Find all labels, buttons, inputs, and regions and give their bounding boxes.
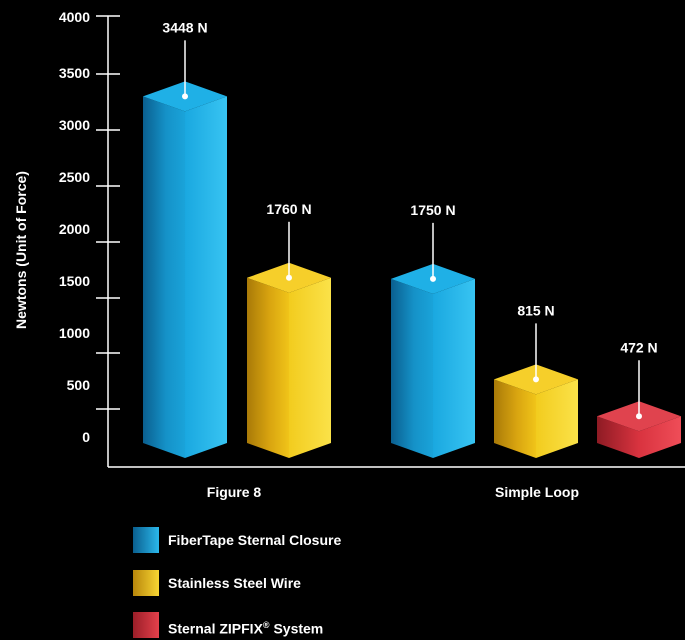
y-tick-label: 500 [67,377,91,393]
bar-face-left [494,379,536,458]
registered-mark: ® [262,620,270,630]
value-label: 1760 N [266,201,311,217]
gold-swatch-icon [133,570,159,596]
y-tick-label: 4000 [59,9,90,25]
bar-face-left [143,96,185,458]
value-dot [430,275,436,282]
value-label: 1750 N [410,202,455,218]
y-tick-label: 3500 [59,65,90,81]
bar-steel-figure-8: 1760 N [247,201,331,458]
legend-label-zipfix: Sternal ZIPFIX® System [168,616,323,638]
bar-face-left [247,277,289,458]
bar-face-left [391,278,433,458]
bar-face-right [639,416,681,458]
value-dot [182,93,188,100]
bar-series: 3448 N 1760 N 1750 N 815 N 472 N [143,19,681,458]
bar-fibertape-simple-loop: 1750 N [391,202,475,458]
x-category-label: Figure 8 [207,484,262,500]
x-category-label: Simple Loop [495,484,579,500]
y-tick-label: 0 [82,429,90,445]
y-tick-label: 1500 [59,273,90,289]
y-axis-label: Newtons (Unit of Force) [13,171,29,329]
y-tick-label: 3000 [59,117,90,133]
blue-swatch-icon [133,527,159,553]
value-dot [533,376,539,383]
legend-label-fibertape: FiberTape Sternal Closure [168,532,342,548]
y-tick-label: 2000 [59,221,90,237]
bar-steel-simple-loop: 815 N [494,302,578,458]
bar-face-right [289,277,331,458]
value-dot [636,413,642,420]
red-swatch-icon [133,612,159,638]
y-tick-label: 1000 [59,325,90,341]
value-dot [286,274,292,281]
bar-fibertape-figure-8: 3448 N [143,19,227,458]
bar-face-right [536,379,578,458]
legend-label-zipfix-name: Sternal ZIPFIX [168,620,263,637]
bar-face-right [185,96,227,458]
x-axis-categories: Figure 8 Simple Loop [207,484,579,500]
y-axis-ticks: 4000 3500 3000 2500 2000 1500 1000 500 0 [59,9,120,445]
legend-label-steel: Stainless Steel Wire [168,575,301,591]
y-tick-label: 2500 [59,169,90,185]
bar-face-left [597,416,639,458]
value-label: 815 N [517,302,554,318]
bar-zipfix-simple-loop: 472 N [597,339,681,458]
legend-label-zipfix-suffix: System [269,620,324,637]
bar-face-right [433,278,475,458]
value-label: 472 N [620,339,657,355]
value-label: 3448 N [162,19,207,35]
